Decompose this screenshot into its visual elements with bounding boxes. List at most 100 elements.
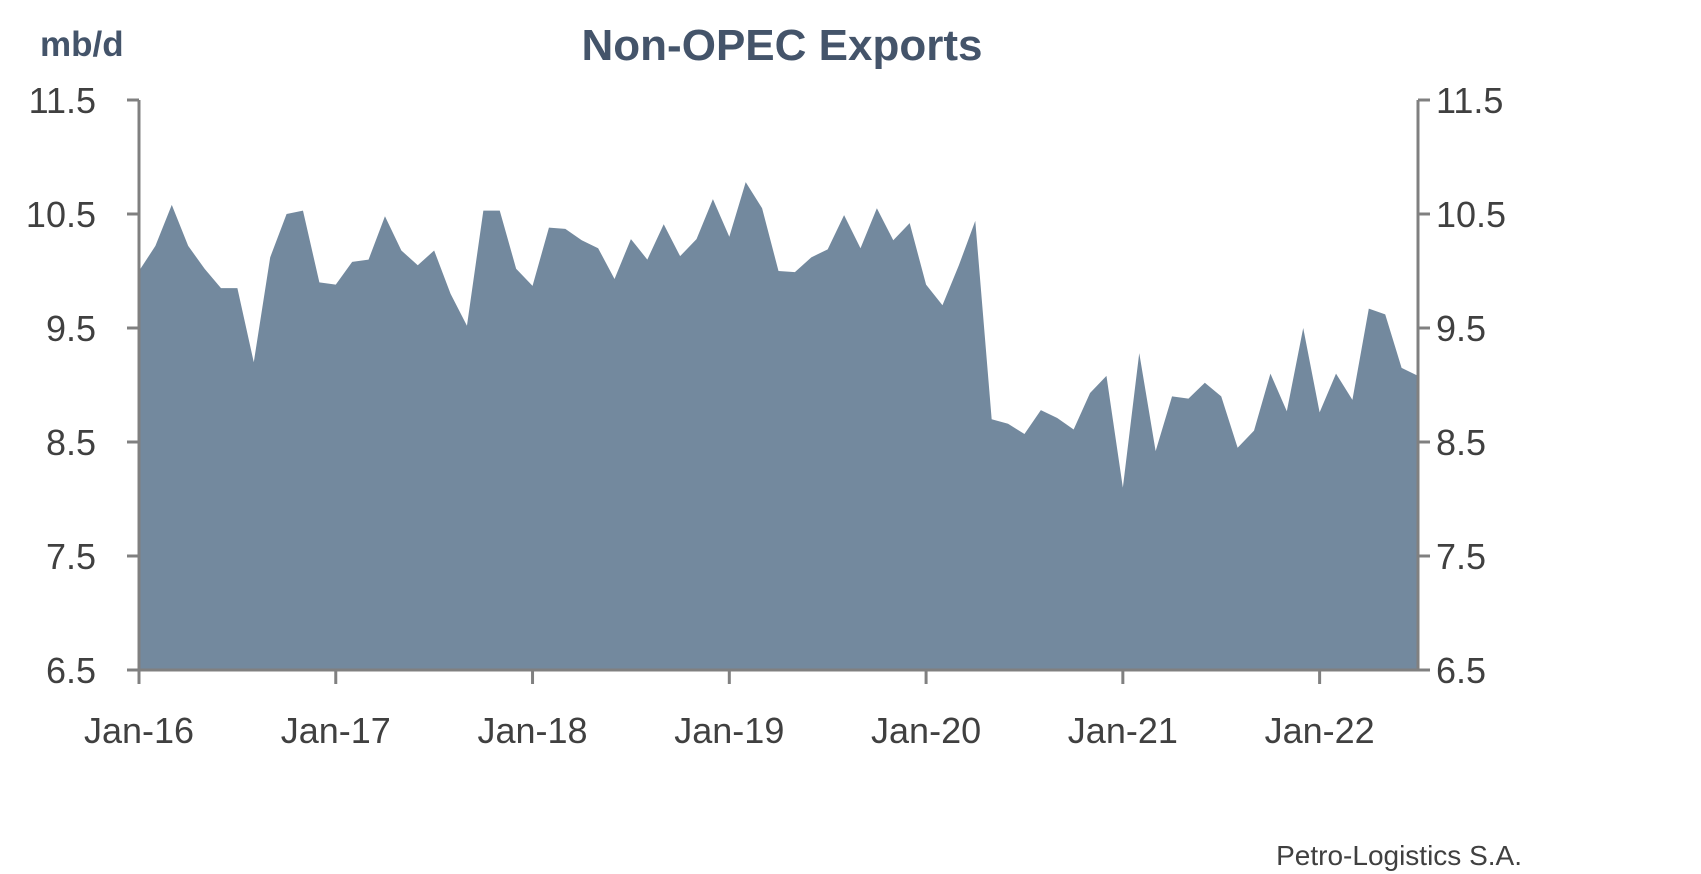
source-credit: Petro-Logistics S.A. (1276, 840, 1522, 871)
y-tick-label-left: 6.5 (46, 650, 96, 691)
data-point (547, 226, 551, 230)
data-point (973, 219, 977, 223)
x-tick-label: Jan-16 (84, 710, 194, 751)
data-point (1154, 449, 1158, 453)
y-tick-label-left: 9.5 (46, 308, 96, 349)
data-point (186, 244, 190, 248)
data-point (1367, 307, 1371, 311)
data-point (170, 203, 174, 207)
data-point (809, 255, 813, 259)
y-tick-label-left: 11.5 (29, 80, 96, 121)
data-point (662, 222, 666, 226)
data-point (1072, 427, 1076, 431)
data-point (1268, 372, 1272, 376)
data-point (334, 283, 338, 287)
y-tick-label-left: 10.5 (26, 194, 96, 235)
data-point (416, 263, 420, 267)
data-point (1301, 326, 1305, 330)
x-tick-label: Jan-22 (1265, 710, 1375, 751)
data-point (613, 277, 617, 281)
data-point (203, 267, 207, 271)
data-point (252, 360, 256, 364)
data-point (940, 303, 944, 307)
data-point (777, 269, 781, 273)
data-point (449, 292, 453, 296)
data-point (465, 324, 469, 328)
x-tick-label: Jan-18 (477, 710, 587, 751)
y-tick-label-left: 8.5 (46, 422, 96, 463)
data-point (1121, 486, 1125, 490)
y-tick-label-right: 11.5 (1436, 80, 1503, 121)
data-point (1006, 422, 1010, 426)
y-tick-label-left: 7.5 (46, 536, 96, 577)
data-point (1137, 351, 1141, 355)
data-point (826, 247, 830, 251)
data-point (1318, 410, 1322, 414)
y-tick-label-right: 8.5 (1436, 422, 1486, 463)
data-point (1400, 366, 1404, 370)
data-point (498, 209, 502, 213)
x-tick-label: Jan-20 (871, 710, 981, 751)
data-point (645, 258, 649, 262)
data-point (317, 280, 321, 284)
data-point (875, 206, 879, 210)
data-point (563, 227, 567, 231)
data-point (1350, 398, 1354, 402)
data-point (301, 209, 305, 213)
data-point (1088, 391, 1092, 395)
chart-title: Non-OPEC Exports (582, 21, 983, 70)
data-point (580, 238, 584, 242)
data-point (695, 237, 699, 241)
data-point (1383, 312, 1387, 316)
data-point (727, 235, 731, 239)
data-point (1236, 446, 1240, 450)
data-point (514, 267, 518, 271)
data-point (1252, 429, 1256, 433)
data-point (793, 270, 797, 274)
data-point (1055, 416, 1059, 420)
data-point (399, 248, 403, 252)
y-tick-label-right: 10.5 (1436, 194, 1506, 235)
data-point (367, 258, 371, 262)
data-point (1170, 394, 1174, 398)
data-point (678, 254, 682, 258)
data-point (383, 214, 387, 218)
data-point (1186, 397, 1190, 401)
data-point (235, 286, 239, 290)
data-point (1203, 381, 1207, 385)
data-point (957, 263, 961, 267)
plot-area: 11.5 11.5 10.5 10.5 9.5 9.5 8.5 8.5 7.5 7.5 6.5 6.5… (26, 80, 1506, 751)
data-point (842, 213, 846, 217)
y-axis-unit-label: mb/d (40, 25, 124, 64)
data-point (1039, 408, 1043, 412)
data-point (908, 221, 912, 225)
data-point (858, 246, 862, 250)
data-point (629, 237, 633, 241)
data-point (1104, 374, 1108, 378)
data-point (1334, 372, 1338, 376)
data-point (219, 286, 223, 290)
y-tick-label-right: 6.5 (1436, 650, 1486, 691)
x-tick-label: Jan-19 (674, 710, 784, 751)
data-point (596, 246, 600, 250)
data-point (990, 417, 994, 421)
data-point (481, 209, 485, 213)
data-point (1285, 409, 1289, 413)
y-tick-label-right: 7.5 (1436, 536, 1486, 577)
data-point (711, 197, 715, 201)
y-tick-label-right: 9.5 (1436, 308, 1486, 349)
data-point (285, 212, 289, 216)
data-point (1219, 394, 1223, 398)
series-area (139, 182, 1418, 670)
x-tick-label: Jan-21 (1068, 710, 1178, 751)
data-point (432, 248, 436, 252)
data-point (350, 260, 354, 264)
data-point (153, 244, 157, 248)
data-point (760, 206, 764, 210)
data-point (1022, 432, 1026, 436)
data-point (268, 255, 272, 259)
data-point (744, 180, 748, 184)
data-point (891, 238, 895, 242)
